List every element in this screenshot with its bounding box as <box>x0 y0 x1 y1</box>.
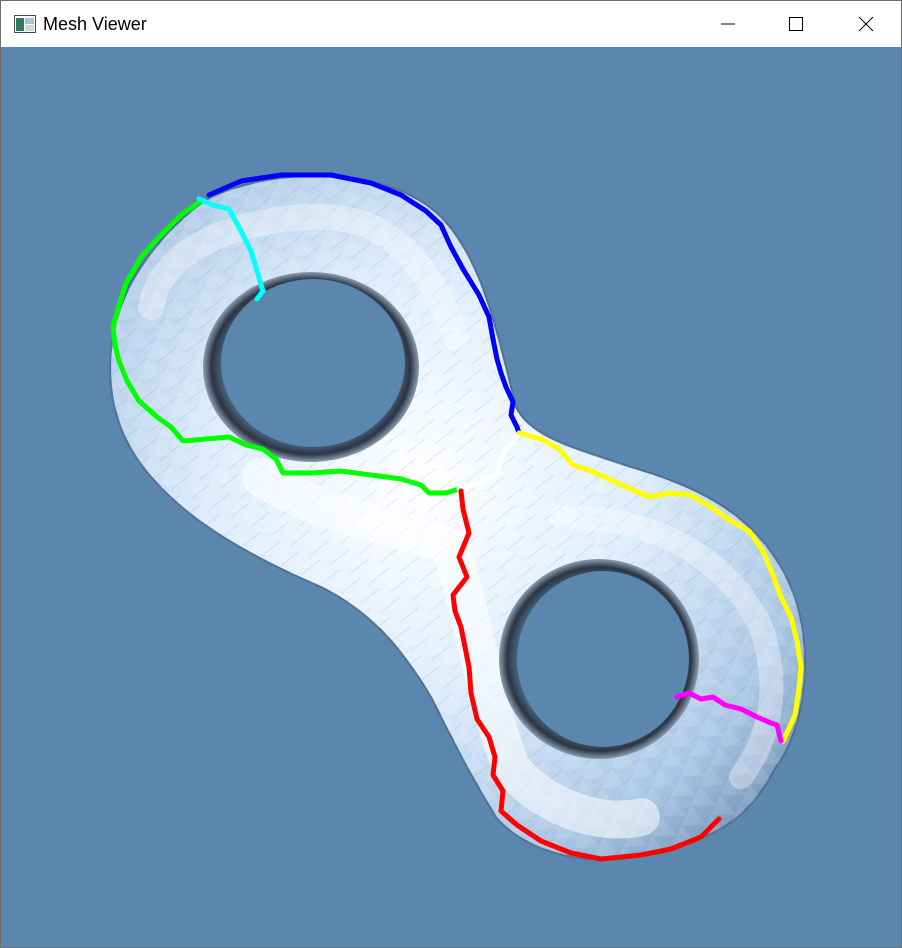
double-torus-mesh <box>109 174 807 861</box>
close-button[interactable] <box>833 1 899 47</box>
maximize-button[interactable] <box>763 1 829 47</box>
red-path <box>450 488 722 862</box>
cut-paths <box>110 172 804 862</box>
app-window-icon <box>14 15 36 33</box>
minimize-icon <box>721 23 735 25</box>
render-viewport[interactable] <box>1 47 901 947</box>
blue-path <box>206 172 522 436</box>
green-path <box>110 198 462 496</box>
title-bar[interactable]: Mesh Viewer <box>1 1 901 47</box>
yellow-path <box>516 430 804 744</box>
magenta-path <box>674 690 784 744</box>
maximize-icon <box>789 17 803 31</box>
window-title: Mesh Viewer <box>43 14 147 34</box>
mesh-render <box>109 172 807 862</box>
close-icon <box>858 16 874 32</box>
cyan-path <box>196 196 266 302</box>
white-path <box>456 430 522 492</box>
minimize-button[interactable] <box>695 1 761 47</box>
